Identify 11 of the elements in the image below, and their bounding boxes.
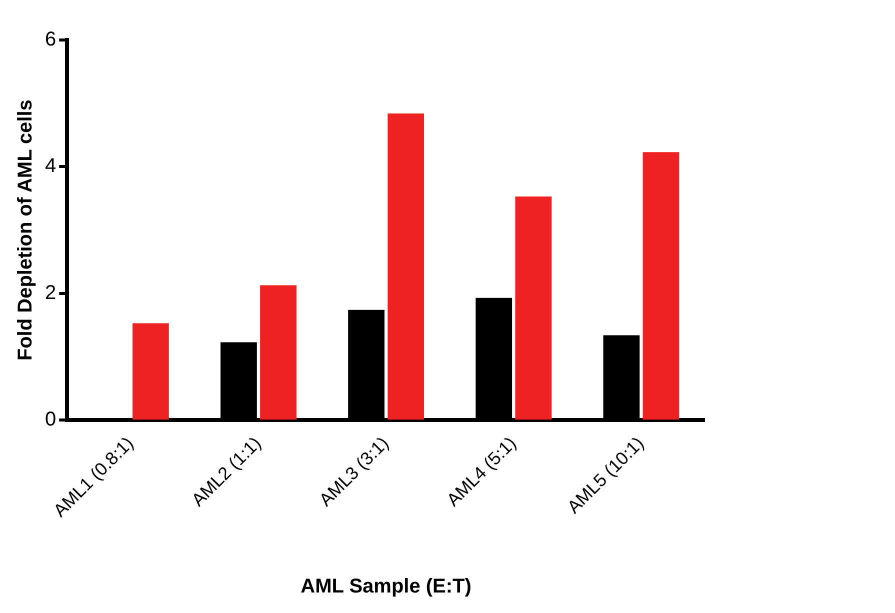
bar	[260, 285, 296, 420]
y-tick-label: 6	[45, 28, 56, 51]
y-tick-label: 2	[45, 282, 56, 304]
x-axis-title: AML Sample (E:T)	[300, 576, 472, 598]
bar	[642, 152, 680, 420]
bar	[388, 113, 424, 420]
y-axis-title: Fold Depletion of AML cells	[14, 100, 37, 361]
bar	[515, 196, 552, 420]
y-tick-label: 4	[45, 155, 56, 178]
bar	[132, 323, 169, 420]
y-tick-label: 0	[45, 408, 56, 431]
